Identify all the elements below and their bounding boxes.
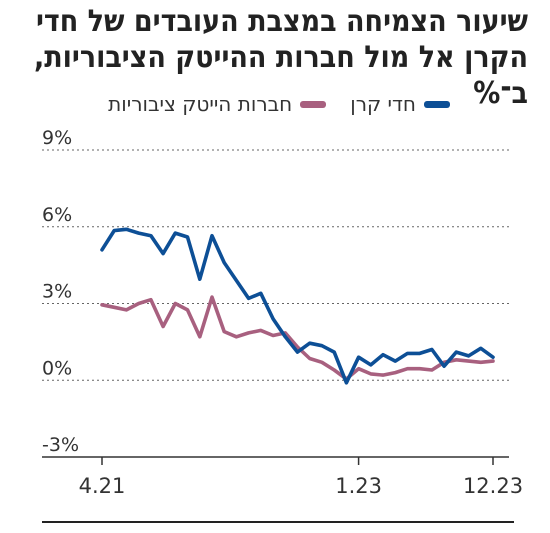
legend: חדי קרן חברות הייטק ציבוריות	[108, 92, 450, 116]
y-tick-label: 6%	[42, 204, 72, 226]
y-tick-label: 9%	[42, 127, 72, 149]
series-line-public-tech	[100, 295, 495, 381]
legend-item-public-tech: חברות הייטק ציבוריות	[108, 92, 327, 116]
legend-label-public-tech: חברות הייטק ציבוריות	[108, 92, 293, 116]
legend-swatch-unicorns	[424, 100, 450, 108]
legend-swatch-public-tech	[300, 100, 327, 108]
x-tick-label: 12.23	[463, 474, 523, 498]
legend-label-unicorns: חדי קרן	[350, 92, 416, 116]
y-tick-label: 3%	[42, 281, 72, 303]
bottom-rule	[42, 521, 514, 523]
y-tick-label: 0%	[42, 357, 72, 379]
chart-title: שיעור הצמיחה במצבת העובדים של חדי הקרן א…	[33, 4, 528, 111]
x-tick-label: 4.21	[79, 474, 126, 498]
x-tick-label: 1.23	[335, 474, 382, 498]
legend-item-unicorns: חדי קרן	[350, 92, 450, 116]
y-tick-label: -3%	[42, 434, 79, 456]
series-line-unicorns	[100, 227, 495, 385]
